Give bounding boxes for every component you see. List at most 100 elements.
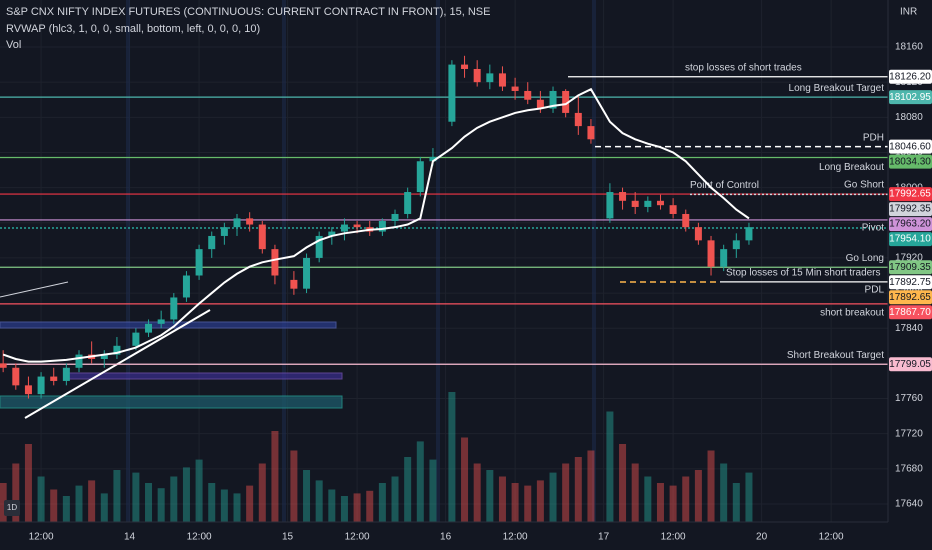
price-tag-label: 17892.75 — [889, 277, 931, 288]
volume-bar — [271, 431, 279, 522]
candle-body — [694, 227, 702, 241]
price-tag — [889, 290, 932, 305]
volume-bar — [233, 493, 241, 522]
volume-bar — [315, 480, 323, 522]
volume-bar — [404, 457, 412, 522]
y-tick-label: 17720 — [895, 428, 923, 439]
volume-bar — [258, 463, 266, 522]
candle-body — [170, 297, 178, 320]
volume-bar — [606, 411, 614, 522]
level-label: Point of Control — [690, 180, 759, 191]
volume-bar — [220, 489, 228, 522]
y-tick-label: 18160 — [895, 42, 923, 53]
volume-bar — [50, 489, 58, 522]
candle-body — [340, 224, 348, 232]
volume-bar — [619, 444, 627, 522]
candle-body — [524, 90, 532, 100]
volume-bar — [62, 496, 70, 522]
volume-bar — [113, 470, 121, 522]
volume-bar — [391, 476, 399, 522]
candle-body — [233, 218, 241, 228]
trend-line — [0, 281, 69, 298]
volume-bar — [549, 472, 557, 522]
candle-body — [24, 385, 32, 395]
x-tick-label: 20 — [756, 532, 768, 543]
price-tag-label: 18046.60 — [889, 141, 931, 152]
candle-body — [707, 240, 715, 267]
volume-bar — [745, 472, 753, 522]
price-tag — [889, 260, 932, 275]
level-label: Long Breakout Target — [789, 83, 885, 94]
candle-body — [391, 213, 399, 222]
candle-body — [353, 224, 361, 228]
candle-body — [328, 231, 336, 236]
candle-body — [75, 354, 83, 368]
volume-bar — [88, 480, 96, 522]
volume-bar — [536, 480, 544, 522]
volume-bar — [429, 459, 437, 522]
price-tag-label: 17992.65 — [889, 189, 931, 200]
volume-bar — [574, 457, 582, 522]
time-axis-bg — [0, 522, 932, 550]
x-tick-label: 16 — [440, 532, 452, 543]
candle-body — [669, 205, 677, 214]
price-tag-label: 17867.70 — [889, 307, 931, 318]
candle-body — [378, 221, 386, 232]
price-tag-label: 17892.65 — [889, 292, 931, 303]
candle-body — [303, 257, 311, 289]
candle-body — [631, 200, 639, 207]
volume-bar — [182, 467, 190, 522]
y-tick-label: 17640 — [895, 499, 923, 510]
y-tick-label: 17760 — [895, 393, 923, 404]
volume-bar — [498, 476, 506, 522]
currency: INR — [900, 7, 917, 18]
price-tag-label: 17954.10 — [889, 234, 931, 245]
volume — [0, 392, 753, 522]
volume-bar — [707, 450, 715, 522]
day-separator — [592, 0, 596, 522]
volume-bar — [303, 470, 311, 522]
volume-bar — [448, 392, 456, 522]
price-tag — [889, 154, 932, 169]
volume-bar — [524, 485, 532, 522]
x-tick-label: 14 — [124, 532, 136, 543]
volume-bar — [170, 476, 178, 522]
candle-body — [12, 367, 20, 386]
candle-body — [132, 332, 140, 346]
volume-bar — [694, 470, 702, 522]
price-tag-label: 18034.30 — [889, 156, 931, 167]
candle-body — [416, 161, 424, 193]
price-tag — [889, 69, 932, 84]
price-tag — [889, 139, 932, 154]
overlay — [2, 87, 750, 363]
vwap-line — [2, 87, 750, 363]
zone — [67, 372, 343, 380]
price-tag — [889, 357, 932, 372]
volume-bar — [195, 459, 203, 522]
candle-body — [536, 99, 544, 109]
candle-body — [62, 367, 70, 381]
volume-bar — [246, 485, 254, 522]
price-tag — [889, 232, 932, 247]
candle-body — [50, 376, 58, 381]
volume-bar — [366, 490, 374, 522]
candle-body — [473, 68, 481, 83]
price-tag — [889, 275, 932, 290]
candle-body — [0, 363, 7, 368]
badge-bg — [4, 500, 20, 516]
volume-bar — [486, 470, 494, 522]
volume-bar — [732, 483, 740, 522]
volume-bar — [12, 463, 20, 522]
level-label: Pivot — [862, 223, 884, 234]
candle-body — [113, 345, 121, 355]
volume-bar — [644, 476, 652, 522]
candle-body — [562, 90, 570, 113]
volume-bar — [145, 483, 153, 522]
candle-body — [498, 73, 506, 87]
legend-volume: Vol — [6, 39, 21, 51]
volume-bar — [416, 441, 424, 522]
volume-bar — [290, 450, 298, 522]
volume-bar — [461, 437, 469, 522]
candle-body — [182, 275, 190, 298]
